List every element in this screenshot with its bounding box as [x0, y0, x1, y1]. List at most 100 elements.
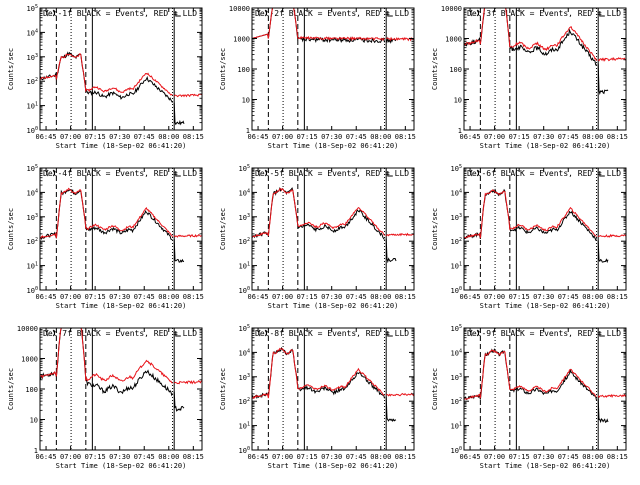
range-bracket-marker: [52, 169, 56, 177]
x-tick-label: 07:45: [558, 293, 579, 301]
y-tick-label: 102: [451, 237, 462, 246]
y-tick-label: 105: [27, 4, 38, 13]
x-tick-label: 07:30: [109, 453, 130, 461]
y-tick-label: 102: [239, 397, 250, 406]
x-tick-label: 07:00: [60, 293, 81, 301]
y-tick-label: 10000: [441, 5, 462, 13]
y-tick-label: 105: [239, 324, 250, 333]
range-bracket-marker: [470, 9, 473, 17]
y-tick-label: 104: [239, 348, 250, 357]
x-tick-label: 06:45: [248, 453, 269, 461]
range-bracket-marker: [52, 329, 56, 337]
x-tick-label: 07:30: [109, 293, 130, 301]
y-tick-label: 101: [27, 262, 38, 271]
y-tick-label: 1000: [445, 36, 462, 44]
range-bracket-marker: [599, 331, 605, 337]
plot-frame: [463, 167, 627, 291]
y-tick-label: 104: [27, 188, 38, 197]
x-tick-label: 07:45: [558, 453, 579, 461]
y-tick-label: 100: [27, 286, 38, 295]
x-tick-label: 08:15: [395, 133, 416, 141]
series-events-line: [252, 346, 397, 423]
y-axis-label: Counts/sec: [7, 48, 15, 90]
range-bracket-marker: [175, 171, 181, 177]
y-tick-label: 103: [239, 373, 250, 382]
x-tick-label: 07:15: [509, 133, 530, 141]
y-axis-label: Counts/sec: [431, 368, 439, 410]
x-tick-label: 06:45: [36, 293, 57, 301]
x-tick-label: 07:30: [533, 453, 554, 461]
x-tick-label: 08:00: [582, 453, 603, 461]
x-tick-label: 07:45: [346, 293, 367, 301]
x-tick-label: 06:45: [460, 293, 481, 301]
x-tick-label: 07:30: [321, 293, 342, 301]
y-tick-label: 10000: [17, 325, 38, 333]
x-axis-label: Start Time (18-Sep-02 06:41:20): [268, 142, 399, 150]
panel-title: Det-9f BLACK = Events, RED = LLD: [467, 329, 621, 338]
x-tick-label: 07:15: [85, 133, 106, 141]
range-bracket-marker: [387, 11, 393, 17]
y-axis-label: Counts/sec: [7, 208, 15, 250]
x-tick-label: 06:45: [248, 133, 269, 141]
x-tick-label: 07:00: [60, 453, 81, 461]
plot-frame: [251, 327, 415, 451]
range-bracket-marker: [258, 9, 261, 17]
x-axis-label: Start Time (18-Sep-02 06:41:20): [480, 302, 611, 310]
range-bracket-marker: [175, 331, 181, 337]
x-tick-label: 08:00: [158, 293, 179, 301]
y-axis-label: Counts/sec: [7, 368, 15, 410]
series-events-line: [252, 186, 397, 264]
x-tick-label: 08:00: [370, 293, 391, 301]
x-tick-label: 08:00: [370, 133, 391, 141]
series-lld-line: [252, 347, 414, 399]
y-tick-label: 10: [242, 97, 250, 105]
range-bracket-marker: [46, 169, 49, 177]
y-tick-label: 102: [451, 397, 462, 406]
panel-title: Det-3f BLACK = Events, RED = LLD: [467, 9, 621, 18]
x-tick-label: 08:15: [183, 293, 204, 301]
x-tick-label: 07:30: [321, 133, 342, 141]
series-events-line: [464, 8, 609, 96]
x-axis-label: Start Time (18-Sep-02 06:41:20): [56, 462, 187, 470]
y-tick-label: 10: [30, 417, 38, 425]
y-tick-label: 100: [239, 286, 250, 295]
x-tick-label: 08:15: [395, 293, 416, 301]
y-tick-label: 1: [458, 127, 462, 135]
x-tick-label: 07:45: [346, 453, 367, 461]
range-bracket-marker: [46, 329, 49, 337]
x-axis-label: Start Time (18-Sep-02 06:41:20): [268, 302, 399, 310]
x-tick-label: 07:45: [134, 133, 155, 141]
x-tick-label: 06:45: [460, 133, 481, 141]
y-tick-label: 103: [451, 213, 462, 222]
plot-frame: [251, 167, 415, 291]
y-axis-label: Counts/sec: [431, 208, 439, 250]
y-tick-label: 100: [237, 66, 250, 74]
y-tick-label: 10000: [229, 5, 250, 13]
x-axis-label: Start Time (18-Sep-02 06:41:20): [480, 142, 611, 150]
range-bracket-marker: [387, 171, 393, 177]
x-tick-label: 08:15: [183, 453, 204, 461]
y-tick-label: 102: [239, 237, 250, 246]
plot-frame: [39, 167, 203, 291]
x-tick-label: 07:45: [558, 133, 579, 141]
panel-title: Det-4f BLACK = Events, RED = LLD: [43, 169, 197, 178]
range-bracket-marker: [52, 9, 56, 17]
series-events-line: [40, 189, 185, 263]
x-tick-label: 07:15: [509, 453, 530, 461]
y-tick-label: 101: [27, 102, 38, 111]
y-tick-label: 104: [451, 188, 462, 197]
x-tick-label: 07:00: [484, 133, 505, 141]
y-tick-label: 100: [239, 446, 250, 455]
x-axis-label: Start Time (18-Sep-02 06:41:20): [56, 302, 187, 310]
range-bracket-marker: [476, 329, 480, 337]
range-bracket-marker: [476, 169, 480, 177]
range-bracket-marker: [387, 331, 393, 337]
x-axis-label: Start Time (18-Sep-02 06:41:20): [268, 462, 399, 470]
y-tick-label: 104: [451, 348, 462, 357]
y-axis-label: Counts/sec: [431, 48, 439, 90]
y-tick-label: 101: [451, 262, 462, 271]
